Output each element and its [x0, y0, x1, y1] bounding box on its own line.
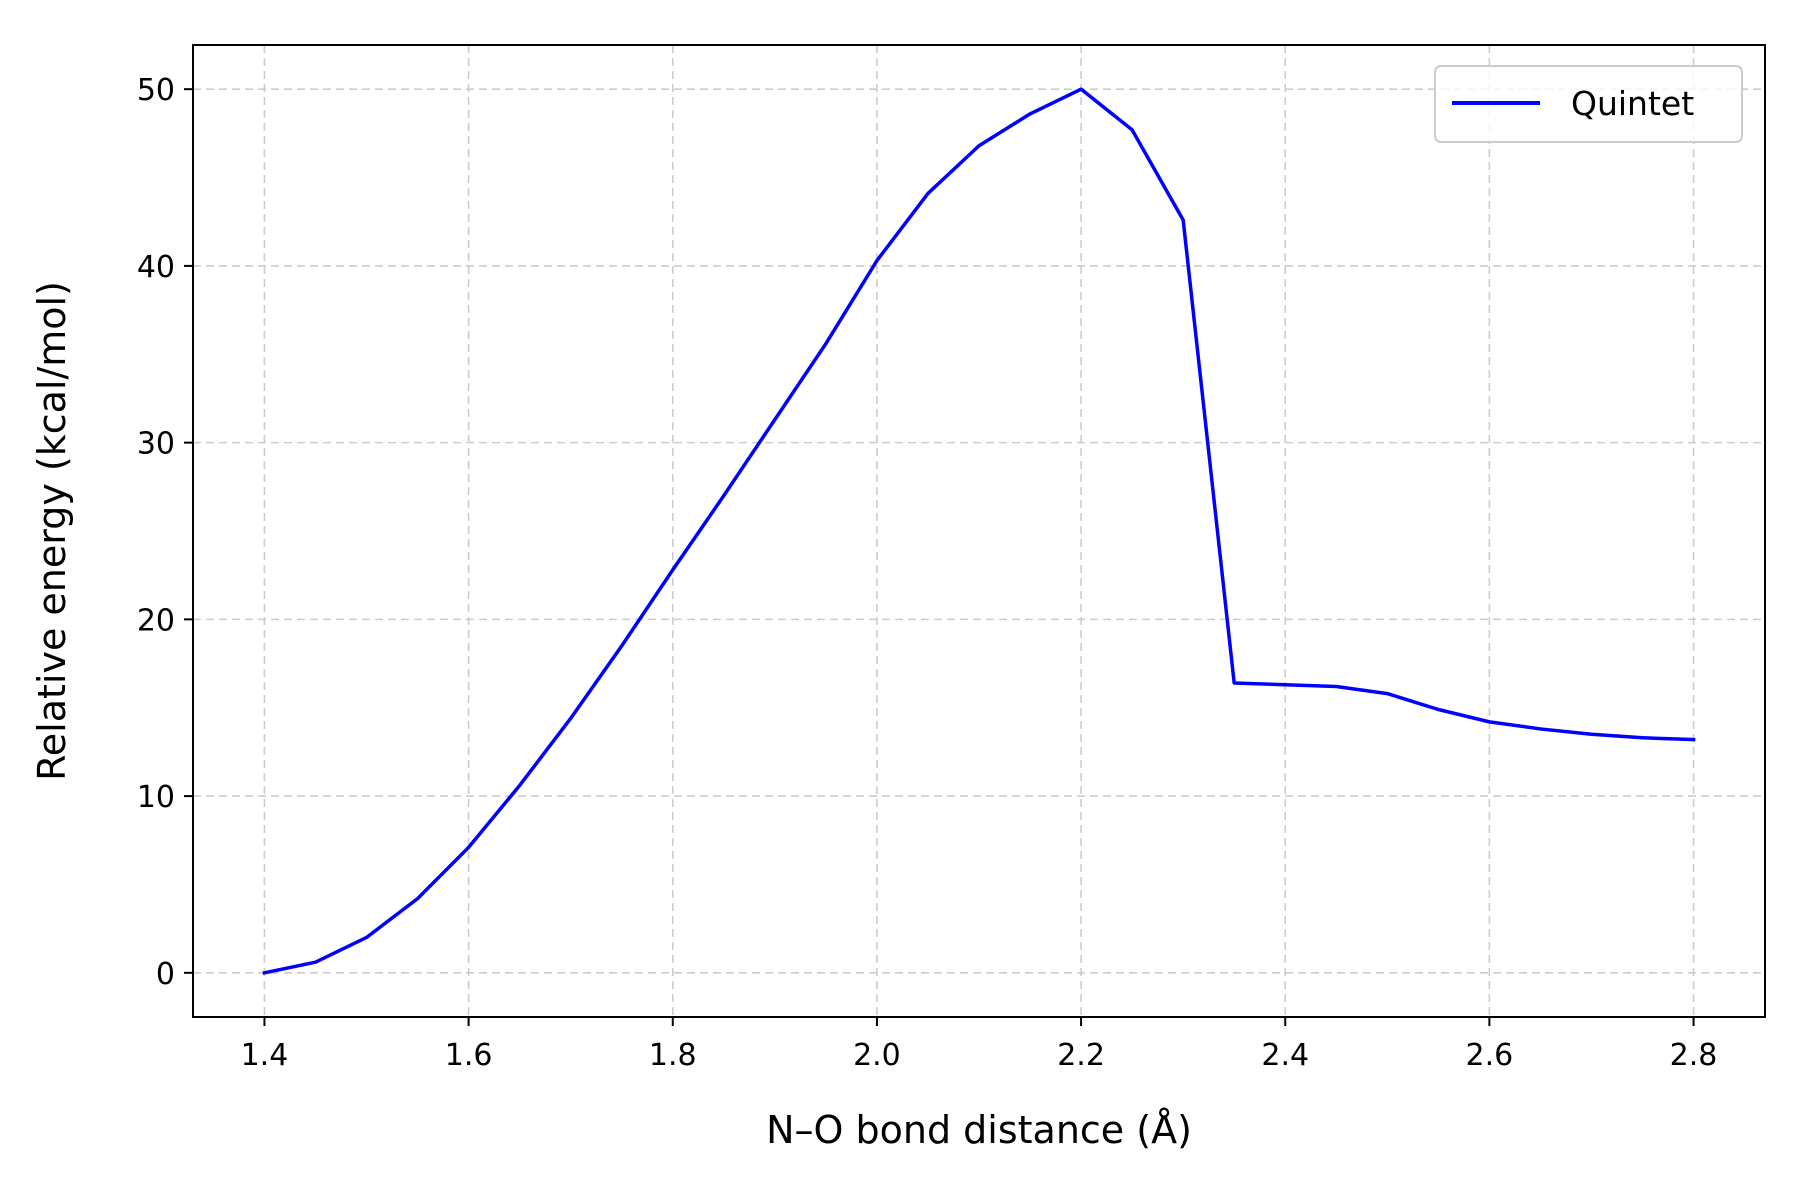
legend: Quintet	[1434, 65, 1743, 143]
y-tick-label: 20	[137, 603, 175, 638]
x-tick-label: 2.4	[1261, 1038, 1309, 1073]
grid-layer	[193, 45, 1765, 1017]
x-tick-label: 2.6	[1466, 1038, 1514, 1073]
x-axis-title: N–O bond distance (Å)	[766, 1108, 1192, 1152]
y-tick-label: 10	[137, 780, 175, 815]
y-tick-label: 40	[137, 250, 175, 285]
x-tick-label: 1.6	[445, 1038, 493, 1073]
series-line-quintet	[262, 87, 1696, 975]
legend-label-quintet: Quintet	[1571, 84, 1694, 123]
plot-frame	[192, 44, 1766, 1018]
legend-box	[1434, 65, 1743, 143]
tick-layer: 1.4 1.6 1.8 2.0 2.2 2.4 2.6 2.8 0 10 20 30 40 50	[137, 73, 1718, 1073]
x-tick-label: 2.8	[1670, 1038, 1718, 1073]
x-tick-label: 1.4	[241, 1038, 289, 1073]
y-tick-label: 50	[137, 73, 175, 108]
y-tick-label: 0	[156, 957, 175, 992]
y-tick-label: 30	[137, 427, 175, 462]
x-tick-label: 2.2	[1057, 1038, 1105, 1073]
y-axis-title: Relative energy (kcal/mol)	[30, 281, 74, 781]
x-tick-label: 1.8	[649, 1038, 697, 1073]
x-tick-label: 2.0	[853, 1038, 901, 1073]
series-layer	[262, 87, 1696, 975]
